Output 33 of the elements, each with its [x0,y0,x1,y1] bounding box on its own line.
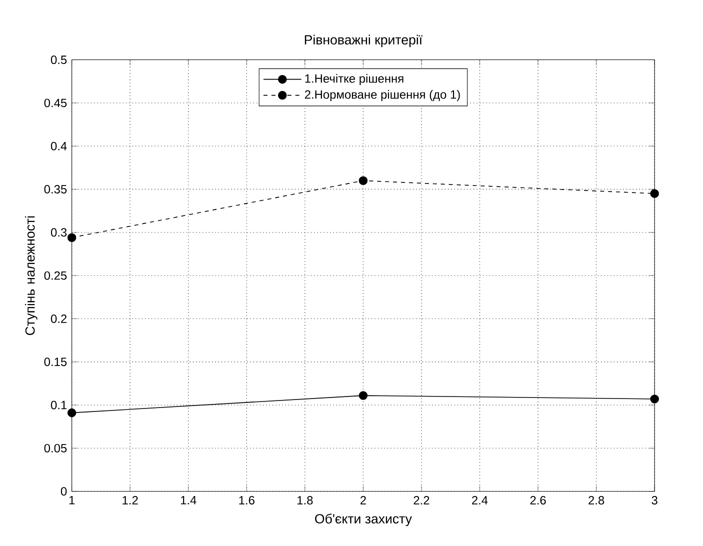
point [650,189,659,198]
y-tick-label: 0 [60,487,67,496]
x-tick-label: 1.6 [239,496,254,504]
y-tick-label: 0.35 [44,184,67,194]
point [67,408,76,418]
y-tick-label: 0.25 [44,271,67,280]
chart-title: Рівноважні критерії [304,34,422,48]
x-tick-label: 2.2 [414,496,430,504]
x-tick-label: 2.4 [472,496,488,504]
x-tick-label: 2 [360,496,366,504]
point [650,394,659,404]
x-tick-label: 1 [69,496,75,504]
x-tick-label: 1.2 [122,496,138,504]
y-axis-title: Ступінь належності [25,216,38,335]
x-axis-title: Об'єкти захисту [315,514,412,526]
x-tick-label: 2.8 [588,496,604,504]
y-tick-label: 0.45 [44,98,67,108]
y-tick-label: 0.4 [50,142,67,150]
y-tick-label: 0.3 [50,228,67,237]
x-tick-label: 1.8 [298,496,313,504]
y-tick-label: 0.05 [44,444,67,452]
legend-label: 1.Нечітке рішення [305,74,404,86]
legend-label: 2.Нормоване рішення (до 1) [304,90,460,102]
y-tick-label: 0.2 [50,314,67,323]
point [67,233,76,242]
y-tick-label: 0.1 [50,400,67,410]
x-tick-label: 3 [652,496,658,504]
y-tick-label: 0.5 [50,55,67,64]
point [358,176,368,185]
point [358,391,368,400]
x-tick-label: 2.6 [530,496,546,504]
y-tick-label: 0.15 [44,358,67,366]
x-tick-label: 1.4 [180,496,196,504]
